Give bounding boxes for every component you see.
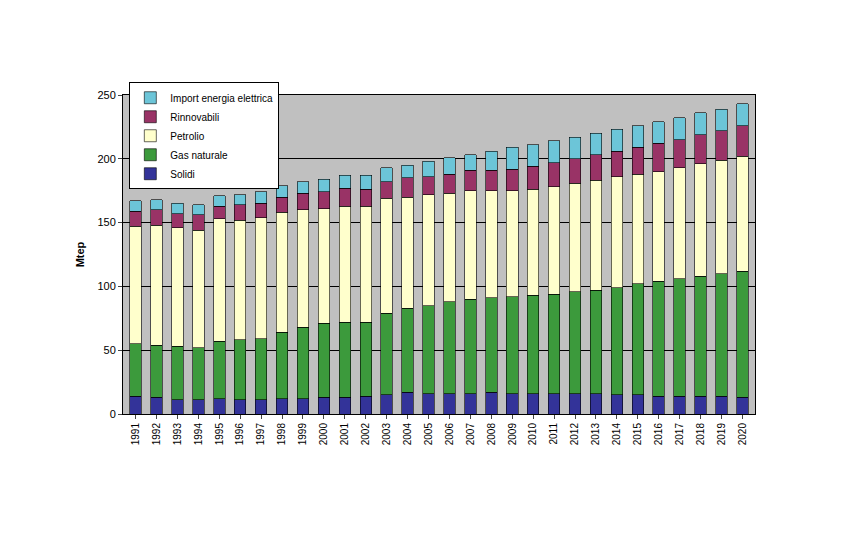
- svg-text:1999: 1999: [297, 423, 308, 446]
- svg-text:2005: 2005: [423, 423, 434, 446]
- svg-text:2010: 2010: [527, 423, 538, 446]
- svg-text:2008: 2008: [486, 423, 497, 446]
- svg-text:250: 250: [97, 89, 115, 101]
- svg-text:2017: 2017: [674, 423, 685, 446]
- svg-text:1997: 1997: [255, 423, 266, 446]
- svg-text:2001: 2001: [339, 423, 350, 446]
- svg-text:0: 0: [110, 408, 116, 420]
- svg-text:Mtep: Mtep: [74, 241, 86, 267]
- svg-text:2014: 2014: [611, 423, 622, 446]
- svg-text:1992: 1992: [151, 423, 162, 446]
- svg-text:1996: 1996: [234, 423, 245, 446]
- svg-text:1993: 1993: [172, 423, 183, 446]
- svg-text:2002: 2002: [360, 423, 371, 446]
- svg-text:2012: 2012: [569, 423, 580, 446]
- svg-text:200: 200: [97, 153, 115, 165]
- svg-text:2007: 2007: [465, 423, 476, 446]
- svg-text:2000: 2000: [318, 423, 329, 446]
- svg-text:Import energia elettrica: Import energia elettrica: [170, 93, 273, 104]
- svg-text:150: 150: [97, 216, 115, 228]
- svg-text:2018: 2018: [695, 423, 706, 446]
- svg-text:2020: 2020: [737, 423, 748, 446]
- svg-text:2009: 2009: [507, 423, 518, 446]
- svg-text:2019: 2019: [716, 423, 727, 446]
- svg-text:2003: 2003: [381, 423, 392, 446]
- svg-text:2011: 2011: [548, 423, 559, 445]
- svg-text:Solidi: Solidi: [170, 169, 194, 180]
- svg-text:1991: 1991: [130, 423, 141, 446]
- svg-text:1994: 1994: [193, 423, 204, 446]
- svg-text:2013: 2013: [590, 423, 601, 446]
- svg-text:Gas naturale: Gas naturale: [170, 150, 228, 161]
- svg-text:Rinnovabili: Rinnovabili: [170, 112, 219, 123]
- svg-text:2006: 2006: [444, 423, 455, 446]
- svg-text:2004: 2004: [402, 423, 413, 446]
- svg-text:2016: 2016: [653, 423, 664, 446]
- svg-text:Petrolio: Petrolio: [170, 131, 204, 142]
- svg-text:1998: 1998: [276, 423, 287, 446]
- svg-text:100: 100: [97, 280, 115, 292]
- svg-text:2015: 2015: [632, 423, 643, 446]
- svg-text:1995: 1995: [214, 423, 225, 446]
- svg-text:50: 50: [104, 344, 116, 356]
